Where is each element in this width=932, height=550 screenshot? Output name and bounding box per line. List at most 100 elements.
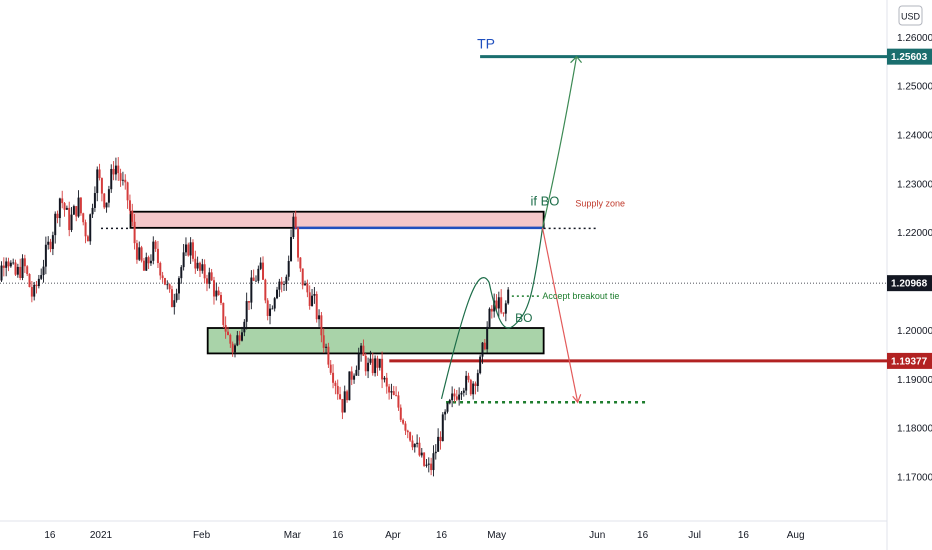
candle-body <box>301 268 304 286</box>
candle-body <box>240 332 243 341</box>
candle-body <box>446 403 449 412</box>
candle-body <box>385 377 388 387</box>
candle-body <box>285 276 288 284</box>
demand-zone-box[interactable] <box>206 327 545 355</box>
y-tick-label: 1.23000 <box>897 179 932 190</box>
candle-body <box>495 300 498 309</box>
x-axis: 16 2021 Feb Mar 16 Apr 16 May Jun 16 Jul… <box>44 530 804 541</box>
x-tick-label: 16 <box>44 530 56 541</box>
candle-body <box>236 335 239 346</box>
candle-body <box>117 165 120 174</box>
candle-body <box>68 207 71 231</box>
currency-button[interactable]: USD <box>898 5 923 26</box>
candle-body <box>56 213 59 219</box>
candle-body <box>40 275 43 279</box>
supply-zone-box[interactable] <box>129 210 545 229</box>
candle-body <box>215 290 218 297</box>
candle-body <box>451 393 454 401</box>
candle-body <box>233 345 236 353</box>
candle-body <box>493 300 496 312</box>
candle-body <box>420 452 423 456</box>
candle-body <box>418 442 421 456</box>
last-price-badge-box <box>887 275 932 292</box>
x-tick-label: Apr <box>385 530 401 541</box>
candle-body <box>84 222 87 237</box>
candle-body <box>430 463 433 471</box>
y-tick-label: 1.20000 <box>897 326 932 337</box>
y-tick-label: 1.24000 <box>897 130 932 141</box>
projection-curve <box>440 227 544 400</box>
candle-body <box>500 297 503 313</box>
candle-body <box>346 391 349 401</box>
candle-body <box>63 203 66 210</box>
candle-body <box>467 375 470 380</box>
candle-body <box>0 265 3 281</box>
y-tick-label: 1.25000 <box>897 82 932 93</box>
candle-body <box>292 216 295 238</box>
candle-body <box>107 189 110 203</box>
candle-body <box>320 315 323 336</box>
candle-body <box>128 200 131 211</box>
candle-body <box>369 358 372 363</box>
y-axis[interactable]: 1.26000 1.25000 1.24000 1.23000 1.22000 … <box>897 33 932 484</box>
candle-body <box>271 308 274 310</box>
candle-body <box>105 202 108 208</box>
candle-body <box>191 242 194 259</box>
candle-body <box>287 260 290 277</box>
candle-body <box>397 395 400 408</box>
candle-body <box>453 393 456 397</box>
candle-body <box>180 267 183 279</box>
candle-body <box>205 278 208 284</box>
candle-body <box>399 407 402 420</box>
candle-body <box>86 236 89 242</box>
candle-body <box>488 308 491 327</box>
candle-body <box>91 207 94 215</box>
candle-body <box>383 377 386 380</box>
candle-body <box>126 182 129 201</box>
candle-body <box>367 362 370 372</box>
candle-body <box>96 169 99 194</box>
x-tick-label: May <box>487 530 506 541</box>
candle-body <box>133 221 136 244</box>
candle-body <box>243 321 246 333</box>
candle-body <box>364 355 367 372</box>
candle-body <box>476 373 479 387</box>
candle-body <box>226 331 229 335</box>
if-bo-label: if BO <box>530 194 559 209</box>
candle-body <box>378 358 381 368</box>
candle-body <box>406 430 409 433</box>
x-tick-label: 2021 <box>90 530 113 541</box>
candle-body <box>131 210 134 222</box>
candle-body <box>388 386 391 393</box>
candle-body <box>198 262 201 271</box>
candle-body <box>98 169 101 179</box>
candle-body <box>411 440 414 448</box>
y-tick-label: 1.22000 <box>897 228 932 239</box>
candle-body <box>355 369 358 376</box>
last-price-badge: 1.20968 <box>887 275 932 292</box>
candle-body <box>5 261 8 268</box>
x-tick-label: 16 <box>637 530 649 541</box>
candle-body <box>2 265 5 268</box>
up-arrowhead <box>570 55 583 64</box>
candle-body <box>490 308 493 312</box>
candle-body <box>77 197 80 217</box>
currency-button-frame[interactable] <box>898 5 923 26</box>
candle-body <box>348 371 351 401</box>
candle-body <box>35 284 38 287</box>
candle-body <box>100 178 103 194</box>
candle-body <box>502 312 505 314</box>
candle-body <box>184 244 187 253</box>
candle-body <box>341 399 344 413</box>
candle-body <box>248 301 251 303</box>
x-tick-label: Jul <box>688 530 701 541</box>
candle-body <box>294 216 297 228</box>
candle-body <box>187 244 190 256</box>
candle-body <box>7 261 10 267</box>
candle-body <box>138 247 141 260</box>
candle-body <box>72 206 75 215</box>
candle-body <box>114 165 117 175</box>
candle-body <box>350 371 353 380</box>
